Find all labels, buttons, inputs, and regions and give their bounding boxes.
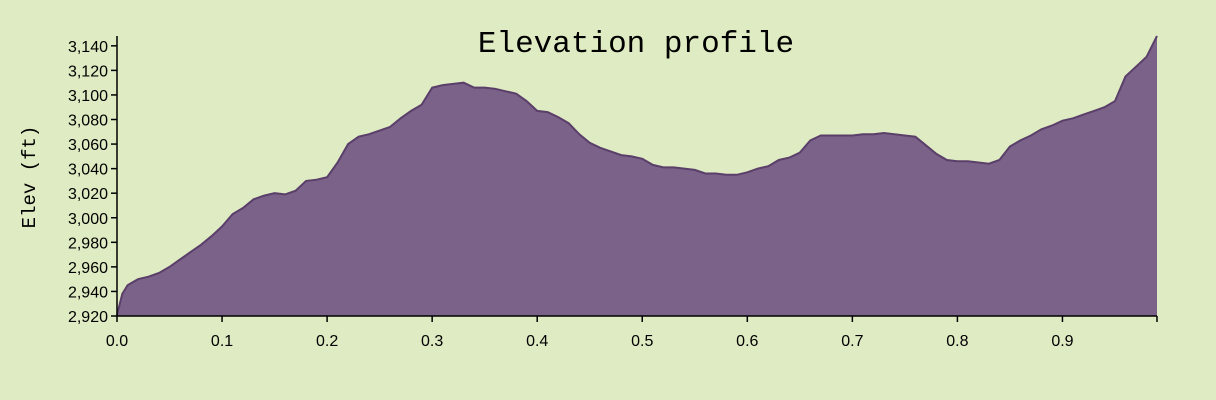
y-tick-label: 3,040 [68, 162, 108, 179]
y-tick-label: 3,000 [68, 211, 108, 228]
elevation-line [116, 35, 1158, 316]
x-tick-label: 0.6 [736, 333, 758, 350]
elevation-area [117, 36, 1157, 316]
x-axis: 0.0 0.1 0.2 0.3 0.4 0.5 0.6 0.7 0.8 0.9 [106, 315, 1158, 350]
x-tick-label: 0.9 [1051, 333, 1073, 350]
x-tick-label: 0.4 [526, 333, 548, 350]
y-tick-label: 2,980 [68, 235, 108, 252]
y-tick-label: 3,100 [68, 88, 108, 105]
y-tick-label: 3,140 [68, 39, 108, 56]
y-tick-label: 3,120 [68, 63, 108, 80]
x-tick-label: 0.1 [211, 333, 233, 350]
x-tick-label: 0.3 [421, 333, 443, 350]
x-tick-label: 0.8 [946, 333, 968, 350]
y-tick-label: 3,080 [68, 113, 108, 130]
y-tick-label: 2,920 [68, 309, 108, 326]
y-tick-label: 2,960 [68, 260, 108, 277]
x-tick-label: 0.7 [841, 333, 863, 350]
x-tick-label: 0.2 [316, 333, 338, 350]
y-axis-label: Elev (ft) [19, 126, 41, 229]
x-tick-label: 0.0 [106, 333, 128, 350]
x-tick-label: 0.5 [631, 333, 653, 350]
chart-title: Elevation profile [478, 27, 794, 62]
y-tick-label: 3,020 [68, 186, 108, 203]
y-tick-label: 3,060 [68, 137, 108, 154]
y-axis: 2,920 2,940 2,960 2,980 3,000 3,020 3,040 3,060… [68, 36, 118, 326]
y-tick-label: 2,940 [68, 284, 108, 301]
